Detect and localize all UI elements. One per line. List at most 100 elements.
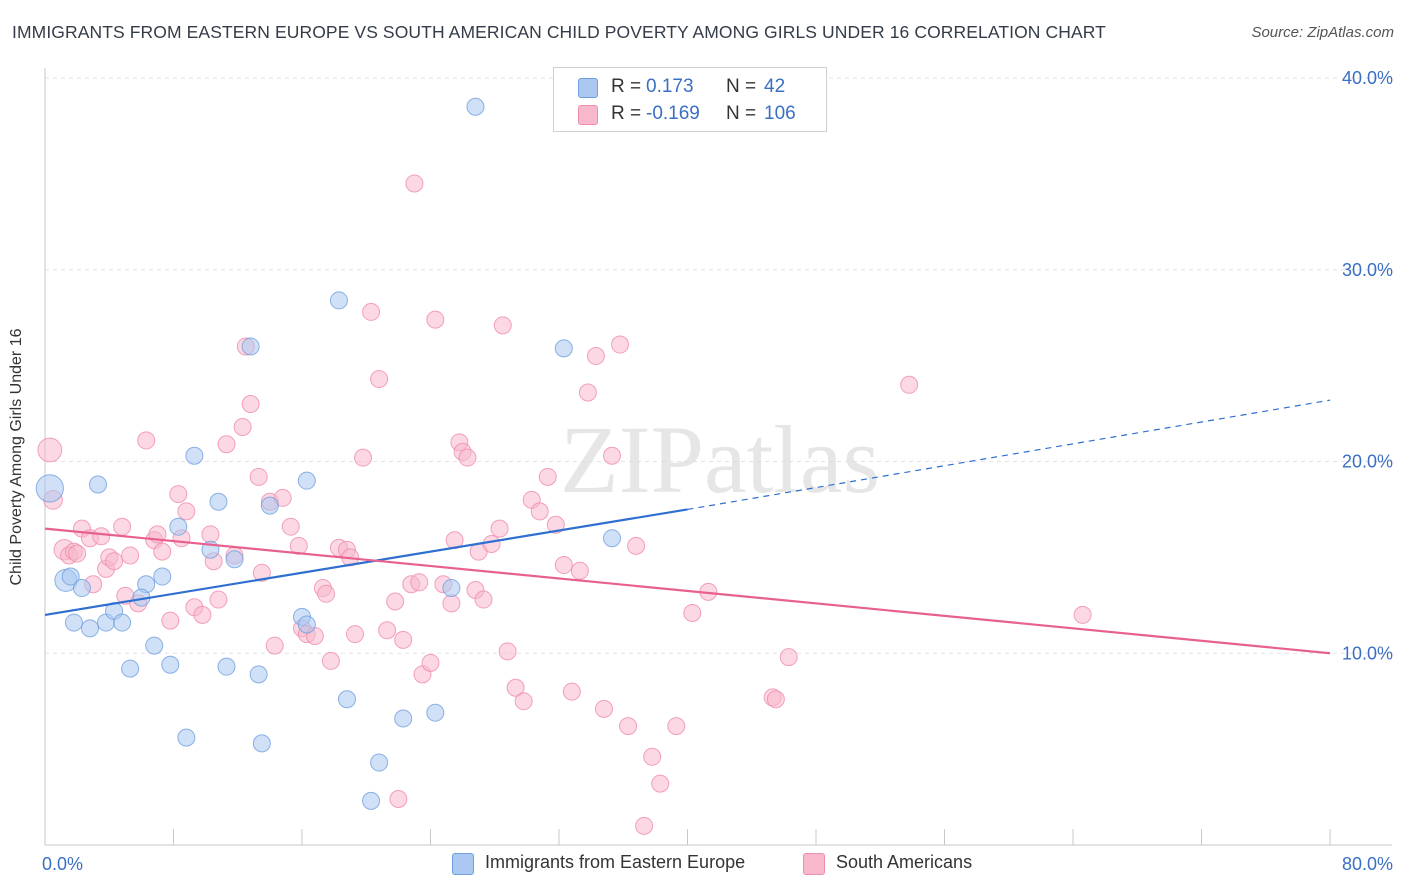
point-eastern-europe — [64, 613, 83, 632]
point-south-americans — [683, 603, 702, 622]
point-south-americans — [362, 302, 381, 321]
x-tick-labels: 0.0% 80.0% — [42, 854, 1393, 874]
point-south-americans — [611, 335, 630, 354]
point-eastern-europe — [113, 613, 132, 632]
point-eastern-europe — [297, 615, 316, 634]
point-eastern-europe — [121, 659, 140, 678]
point-south-americans — [265, 636, 284, 655]
y-axis-label: Child Poverty Among Girls Under 16 — [8, 328, 25, 586]
point-south-americans — [92, 527, 111, 546]
point-south-americans — [493, 316, 512, 335]
y-tick-label: 10.0% — [1342, 643, 1393, 663]
n-label: N = — [726, 103, 757, 124]
point-south-americans — [386, 592, 405, 611]
point-south-americans — [378, 621, 397, 640]
point-south-americans — [321, 651, 340, 670]
x-tick-label: 80.0% — [1342, 854, 1393, 874]
legend-swatch-pink — [803, 853, 825, 875]
r-value: 0.173 — [646, 76, 694, 97]
point-south-americans — [900, 375, 919, 394]
point-south-americans — [161, 611, 180, 630]
point-eastern-europe — [72, 579, 91, 598]
point-eastern-europe — [603, 529, 622, 548]
point-south-americans — [233, 417, 252, 436]
point-eastern-europe — [442, 579, 461, 598]
r-label: R = — [611, 103, 642, 124]
n-value: 42 — [764, 76, 786, 97]
point-south-americans — [405, 174, 424, 193]
legend-swatch-blue — [578, 78, 598, 98]
point-south-americans — [514, 692, 533, 711]
point-eastern-europe — [185, 446, 204, 465]
point-eastern-europe — [241, 337, 260, 356]
legend-label: Immigrants from Eastern Europe — [485, 852, 746, 872]
point-south-americans — [627, 536, 646, 555]
point-south-americans — [153, 542, 172, 561]
point-eastern-europe — [249, 665, 268, 684]
point-south-americans — [177, 502, 196, 521]
point-south-americans — [1073, 605, 1092, 624]
point-south-americans — [346, 625, 365, 644]
point-eastern-europe — [225, 550, 244, 569]
point-south-americans — [217, 435, 236, 454]
point-south-americans — [458, 448, 477, 467]
point-south-americans — [105, 552, 124, 571]
point-south-americans — [289, 536, 308, 555]
point-eastern-europe — [466, 97, 485, 116]
trend-lines — [44, 399, 1331, 655]
point-eastern-europe — [394, 709, 413, 728]
point-south-americans — [209, 590, 228, 609]
point-south-americans — [241, 394, 260, 413]
point-south-americans — [389, 789, 408, 808]
point-south-americans — [643, 747, 662, 766]
point-south-americans — [354, 448, 373, 467]
point-south-americans — [410, 573, 429, 592]
point-south-americans — [482, 534, 501, 553]
point-eastern-europe — [145, 636, 164, 655]
r-label: R = — [611, 76, 642, 97]
point-south-americans — [562, 682, 581, 701]
y-tick-labels: 10.0% 20.0% 30.0% 40.0% — [1342, 68, 1393, 663]
n-label: N = — [726, 76, 757, 97]
r-value: -0.169 — [646, 103, 700, 124]
point-south-americans — [169, 485, 188, 504]
point-eastern-europe — [153, 567, 172, 586]
point-south-americans — [530, 502, 549, 521]
y-tick-label: 40.0% — [1342, 68, 1393, 88]
point-south-americans — [506, 678, 525, 697]
point-eastern-europe — [177, 728, 196, 747]
point-eastern-europe — [337, 690, 356, 709]
n-value: 106 — [764, 103, 796, 124]
point-south-americans — [546, 515, 565, 534]
legend-label: South Americans — [836, 852, 973, 872]
x-tick-label: 0.0% — [42, 854, 83, 874]
point-south-americans — [317, 584, 336, 603]
point-south-americans — [570, 561, 589, 580]
point-south-americans — [578, 383, 597, 402]
point-eastern-europe — [370, 753, 389, 772]
point-south-americans — [193, 605, 212, 624]
point-eastern-europe — [209, 492, 228, 511]
point-south-americans — [121, 546, 140, 565]
point-eastern-europe — [329, 291, 348, 310]
data-points — [35, 97, 1092, 835]
point-south-americans — [474, 590, 493, 609]
point-eastern-europe — [217, 657, 236, 676]
trend-line-eastern-europe-extension — [687, 399, 1331, 511]
point-south-americans — [281, 517, 300, 536]
y-tick-label: 30.0% — [1342, 260, 1393, 280]
point-south-americans — [619, 717, 638, 736]
point-eastern-europe — [61, 567, 80, 586]
point-south-americans — [779, 648, 798, 667]
point-eastern-europe — [89, 475, 108, 494]
point-eastern-europe — [260, 496, 279, 515]
chart-title: IMMIGRANTS FROM EASTERN EUROPE VS SOUTH … — [12, 22, 1106, 42]
point-south-americans — [201, 525, 220, 544]
point-eastern-europe — [252, 734, 271, 753]
point-south-americans — [635, 816, 654, 835]
point-south-americans — [137, 431, 156, 450]
legend-swatch-pink — [578, 105, 598, 125]
point-south-americans — [426, 310, 445, 329]
point-eastern-europe — [80, 619, 99, 638]
point-south-americans — [252, 563, 271, 582]
